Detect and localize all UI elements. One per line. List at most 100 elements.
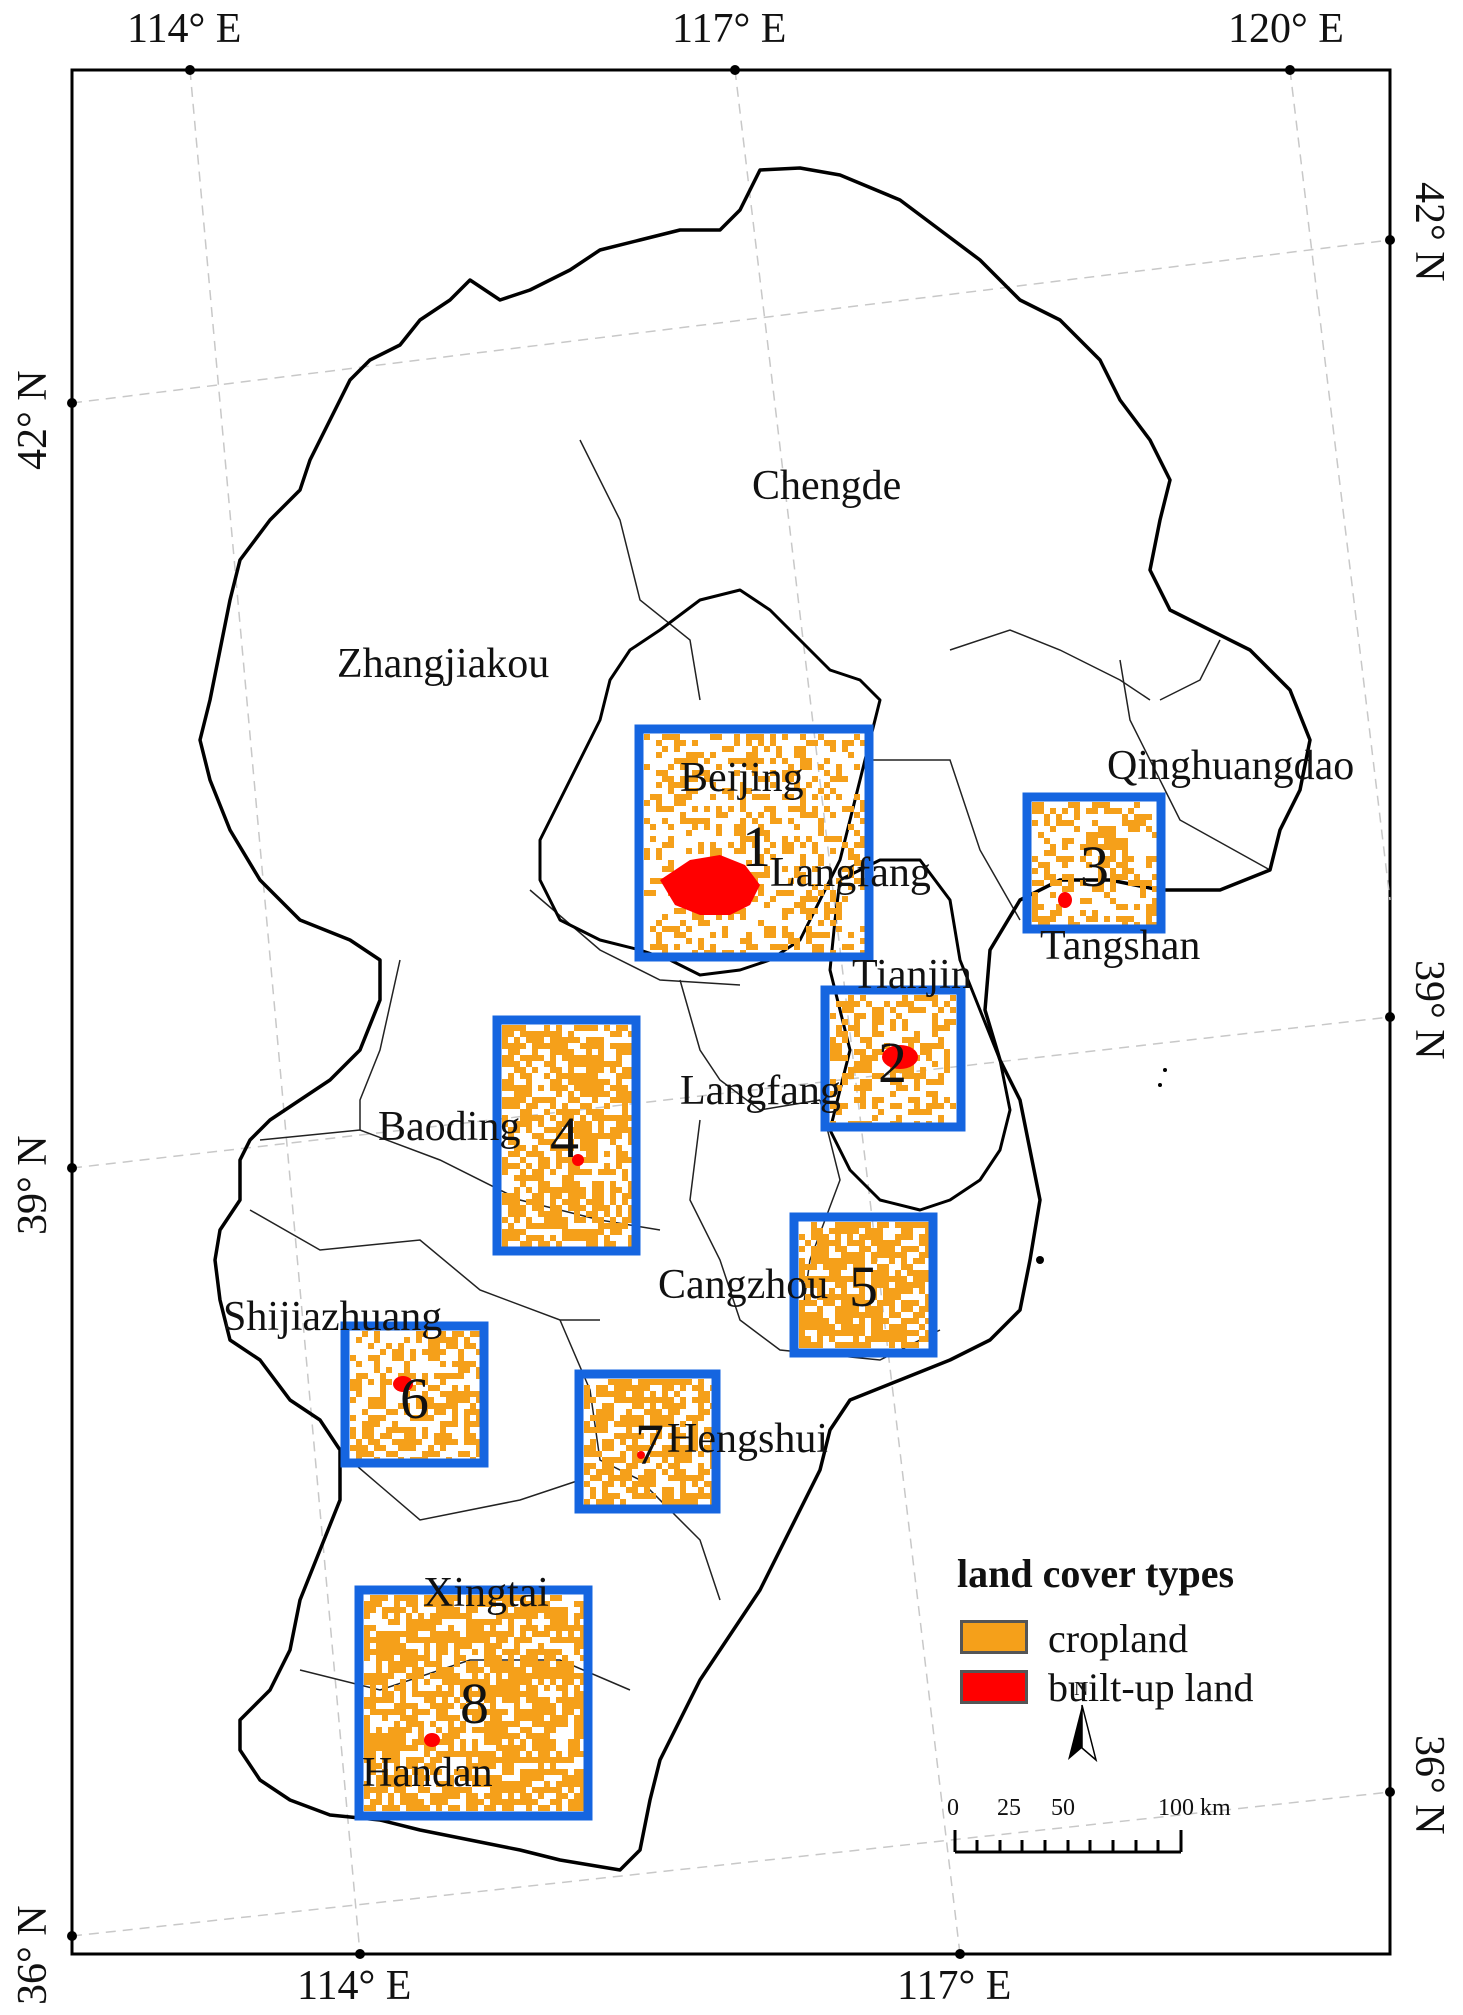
cropland-pixel	[464, 1337, 470, 1343]
cropland-pixel	[877, 1240, 883, 1246]
cropland-pixel	[698, 1493, 704, 1499]
cropland-pixel	[710, 782, 716, 788]
cropland-pixel	[782, 914, 788, 920]
cropland-pixel	[622, 1067, 628, 1073]
cropland-pixel	[466, 1787, 472, 1793]
cropland-pixel	[526, 1163, 532, 1169]
cropland-pixel	[871, 1294, 877, 1300]
cropland-pixel	[596, 1391, 602, 1397]
cropland-pixel	[508, 1151, 514, 1157]
cropland-pixel	[895, 1330, 901, 1336]
cropland-pixel	[568, 1139, 574, 1145]
cropland-pixel	[1104, 862, 1110, 868]
cropland-pixel	[370, 1685, 376, 1691]
cropland-pixel	[698, 1391, 704, 1397]
cropland-pixel	[698, 818, 704, 824]
cropland-pixel	[562, 1625, 568, 1631]
cropland-pixel	[610, 1031, 616, 1037]
cropland-pixel	[668, 1487, 674, 1493]
cropland-pixel	[514, 1175, 520, 1181]
cropland-pixel	[841, 1294, 847, 1300]
cropland-pixel	[356, 1379, 362, 1385]
cropland-pixel	[842, 740, 848, 746]
cropland-pixel	[859, 1288, 865, 1294]
cropland-pixel	[668, 1409, 674, 1415]
cropland-pixel	[895, 1234, 901, 1240]
cropland-pixel	[478, 1595, 484, 1601]
cropland-pixel	[610, 1085, 616, 1091]
cropland-pixel	[490, 1625, 496, 1631]
cropland-pixel	[806, 926, 812, 932]
cropland-pixel	[608, 1403, 614, 1409]
cropland-pixel	[586, 1073, 592, 1079]
cropland-pixel	[580, 1643, 586, 1649]
cropland-pixel	[944, 1001, 950, 1007]
cropland-pixel	[514, 1199, 520, 1205]
cropland-pixel	[376, 1601, 382, 1607]
cropland-pixel	[596, 1475, 602, 1481]
cropland-pixel	[877, 1228, 883, 1234]
cropland-pixel	[556, 1685, 562, 1691]
cropland-pixel	[370, 1787, 376, 1793]
cropland-pixel	[448, 1793, 454, 1799]
cropland-pixel	[526, 1781, 532, 1787]
cropland-pixel	[466, 1805, 472, 1811]
cropland-pixel	[860, 1097, 866, 1103]
cropland-pixel	[502, 1691, 508, 1697]
cropland-pixel	[812, 848, 818, 854]
cropland-pixel	[584, 1403, 590, 1409]
cropland-pixel	[656, 740, 662, 746]
cropland-pixel	[422, 1331, 428, 1337]
cropland-pixel	[656, 848, 662, 854]
cropland-pixel	[680, 932, 686, 938]
cropland-pixel	[502, 1037, 508, 1043]
cropland-pixel	[592, 1145, 598, 1151]
cropland-pixel	[626, 1463, 632, 1469]
cropland-pixel	[692, 806, 698, 812]
cropland-pixel	[596, 1427, 602, 1433]
cropland-pixel	[502, 1241, 508, 1247]
cropland-pixel	[410, 1439, 416, 1445]
cropland-pixel	[650, 1433, 656, 1439]
cropland-pixel	[364, 1751, 370, 1757]
cropland-pixel	[490, 1727, 496, 1733]
cropland-pixel	[622, 1097, 628, 1103]
cropland-pixel	[889, 1306, 895, 1312]
cropland-pixel	[770, 842, 776, 848]
scale-label-50: 50	[1051, 1795, 1075, 1821]
cropland-pixel	[544, 1769, 550, 1775]
cropland-pixel	[574, 1649, 580, 1655]
cropland-pixel	[925, 1270, 931, 1276]
cropland-pixel	[472, 1601, 478, 1607]
cropland-pixel	[680, 1499, 686, 1505]
cropland-pixel	[556, 1637, 562, 1643]
cropland-pixel	[514, 1703, 520, 1709]
cropland-pixel	[418, 1805, 424, 1811]
cropland-pixel	[926, 1079, 932, 1085]
cropland-pixel	[556, 1787, 562, 1793]
cropland-pixel	[550, 1115, 556, 1121]
cropland-pixel	[919, 1276, 925, 1282]
cropland-pixel	[496, 1721, 502, 1727]
cropland-pixel	[416, 1397, 422, 1403]
cropland-pixel	[644, 1469, 650, 1475]
cropland-pixel	[514, 1799, 520, 1805]
cropland-pixel	[620, 1469, 626, 1475]
cropland-pixel	[508, 1085, 514, 1091]
cropland-pixel	[520, 1097, 526, 1103]
cropland-pixel	[692, 1439, 698, 1445]
cropland-pixel	[610, 1199, 616, 1205]
cropland-pixel	[520, 1793, 526, 1799]
cropland-pixel	[586, 1025, 592, 1031]
cropland-pixel	[382, 1697, 388, 1703]
cropland-pixel	[800, 908, 806, 914]
cropland-pixel	[532, 1703, 538, 1709]
cropland-pixel	[872, 1019, 878, 1025]
label-tianjin: Tianjin	[852, 952, 972, 998]
cropland-pixel	[686, 1493, 692, 1499]
cropland-pixel	[842, 1079, 848, 1085]
cropland-pixel	[1080, 844, 1086, 850]
cropland-pixel	[590, 1445, 596, 1451]
cropland-pixel	[472, 1775, 478, 1781]
cropland-pixel	[800, 860, 806, 866]
